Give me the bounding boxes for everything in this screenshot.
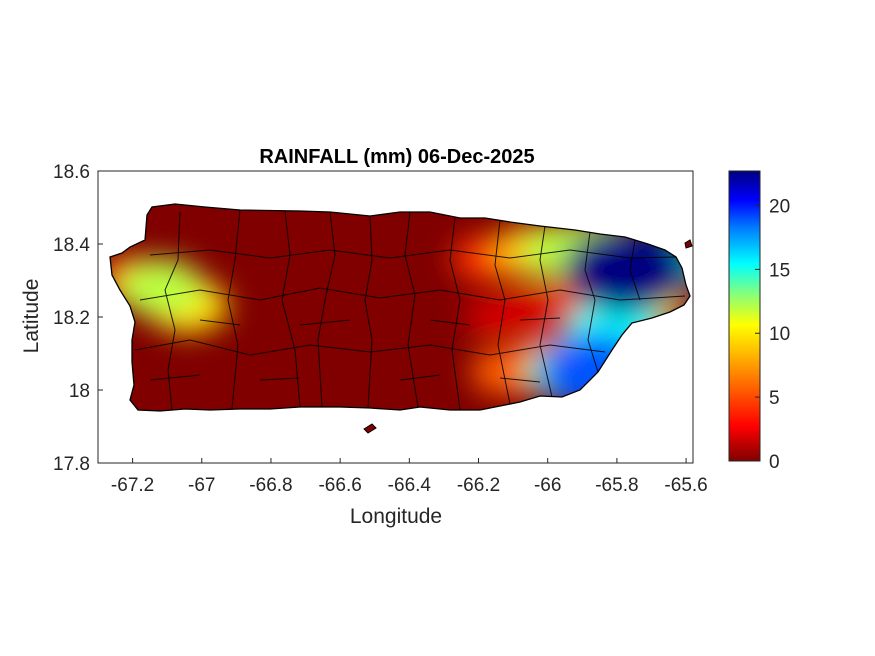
x-tick-label: -66 <box>534 475 561 496</box>
rain-cell <box>465 296 527 338</box>
y-tick-label: 18.4 <box>53 235 90 256</box>
colorbar-tick-label: 5 <box>769 388 780 409</box>
x-tick-label: -66.4 <box>388 475 432 496</box>
colorbar-tick-label: 20 <box>769 196 790 217</box>
y-tick-label: 18.6 <box>53 162 90 183</box>
x-tick-label: -66.8 <box>249 475 292 496</box>
y-axis-ticks: 17.8 18 18.2 18.4 18.6 <box>53 162 103 475</box>
rain-cell <box>116 258 204 317</box>
x-tick-label: -66.2 <box>457 475 500 496</box>
culebra-islet <box>684 239 693 249</box>
x-tick-label: -67 <box>188 475 215 496</box>
y-tick-label: 18.2 <box>53 308 90 329</box>
x-axis-ticks: -67.2 -67 -66.8 -66.6 -66.4 -66.2 -66 -65.8 -65.… <box>111 458 708 496</box>
colorbar-tick-label: 10 <box>769 324 790 345</box>
chart-title: RAINFALL (mm) 06-Dec-2025 <box>259 146 534 168</box>
colorbar-tick-label: 15 <box>769 260 790 281</box>
x-axis-label: Longitude <box>350 505 442 528</box>
colorbar-ticks: 0 5 10 15 20 <box>755 196 790 473</box>
x-tick-label: -65.6 <box>664 475 707 496</box>
vieques-islet <box>363 423 377 434</box>
y-axis-label: Latitude <box>20 279 43 354</box>
colorbar <box>728 170 761 462</box>
y-tick-label: 17.8 <box>53 454 90 475</box>
y-tick-label: 18 <box>69 381 90 402</box>
rain-cell <box>470 348 542 396</box>
x-tick-label: -66.6 <box>318 475 361 496</box>
x-tick-label: -65.8 <box>595 475 638 496</box>
x-tick-label: -67.2 <box>111 475 154 496</box>
colorbar-tick-label: 0 <box>769 452 780 473</box>
municipality-boundaries <box>134 209 686 411</box>
